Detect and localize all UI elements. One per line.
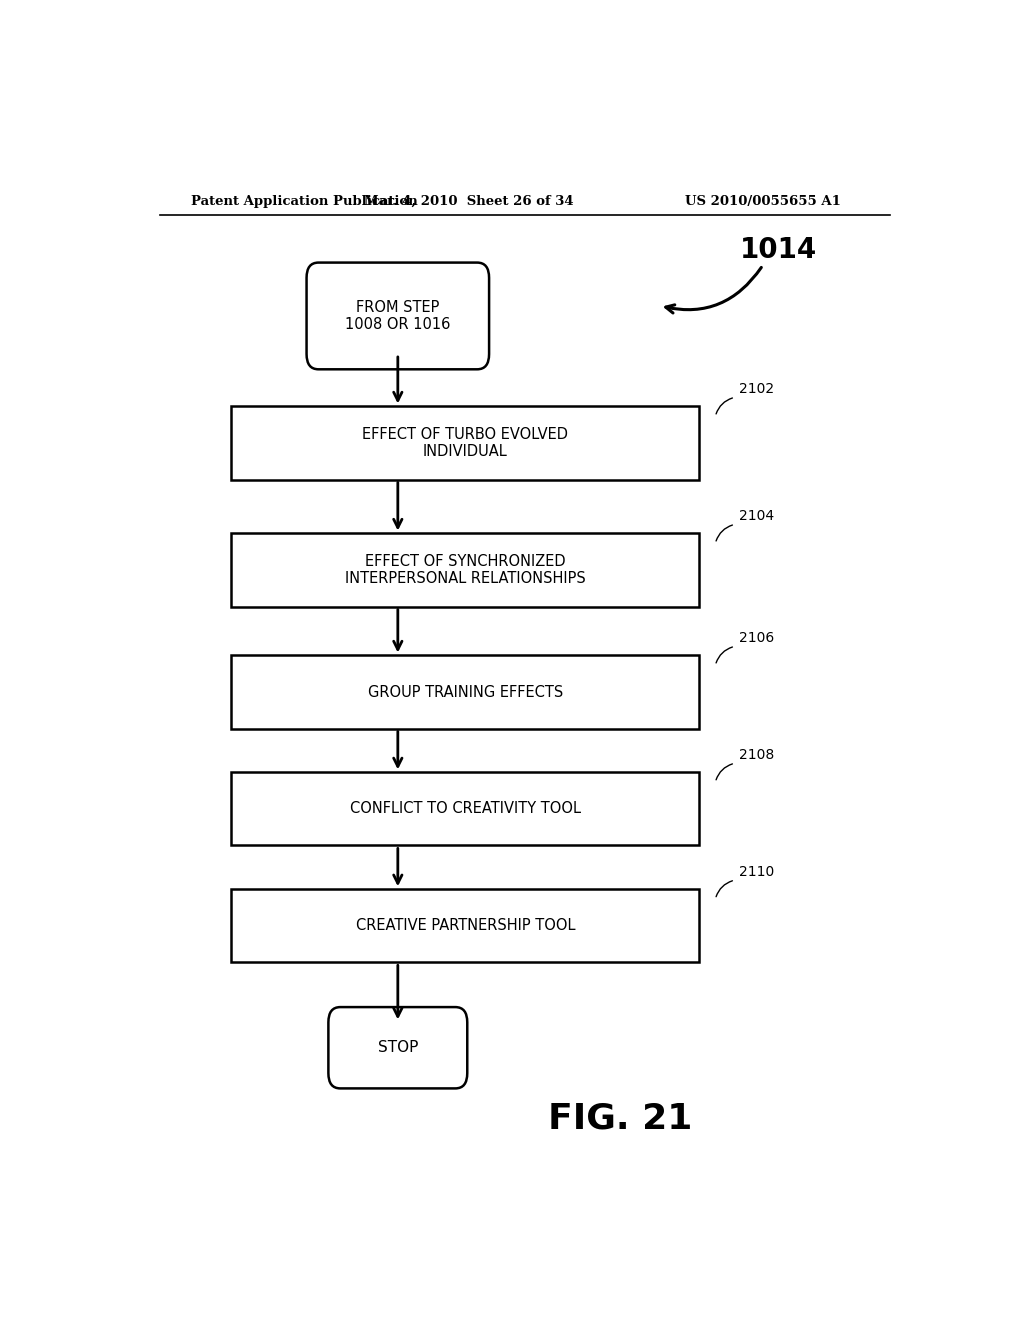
FancyBboxPatch shape: [306, 263, 489, 370]
Text: 2106: 2106: [739, 631, 774, 645]
FancyBboxPatch shape: [231, 656, 699, 729]
Text: FROM STEP
1008 OR 1016: FROM STEP 1008 OR 1016: [345, 300, 451, 333]
Text: FIG. 21: FIG. 21: [548, 1102, 692, 1137]
FancyBboxPatch shape: [231, 407, 699, 479]
Text: Mar. 4, 2010  Sheet 26 of 34: Mar. 4, 2010 Sheet 26 of 34: [365, 194, 574, 207]
Text: CREATIVE PARTNERSHIP TOOL: CREATIVE PARTNERSHIP TOOL: [355, 919, 575, 933]
Text: EFFECT OF TURBO EVOLVED
INDIVIDUAL: EFFECT OF TURBO EVOLVED INDIVIDUAL: [362, 426, 568, 459]
Text: 2104: 2104: [739, 510, 774, 523]
Text: Patent Application Publication: Patent Application Publication: [191, 194, 418, 207]
Text: STOP: STOP: [378, 1040, 418, 1055]
Text: US 2010/0055655 A1: US 2010/0055655 A1: [685, 194, 841, 207]
FancyBboxPatch shape: [329, 1007, 467, 1089]
FancyBboxPatch shape: [231, 533, 699, 607]
Text: 2108: 2108: [739, 748, 774, 762]
Text: CONFLICT TO CREATIVITY TOOL: CONFLICT TO CREATIVITY TOOL: [350, 801, 581, 816]
FancyBboxPatch shape: [231, 890, 699, 962]
Text: 2110: 2110: [739, 865, 774, 879]
Text: EFFECT OF SYNCHRONIZED
INTERPERSONAL RELATIONSHIPS: EFFECT OF SYNCHRONIZED INTERPERSONAL REL…: [345, 554, 586, 586]
Text: 1014: 1014: [740, 236, 817, 264]
Text: GROUP TRAINING EFFECTS: GROUP TRAINING EFFECTS: [368, 685, 563, 700]
FancyBboxPatch shape: [231, 772, 699, 846]
Text: 2102: 2102: [739, 383, 774, 396]
